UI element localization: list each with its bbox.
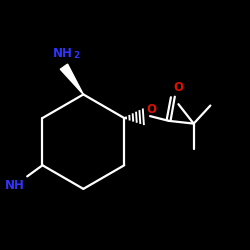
Text: NH: NH <box>5 178 25 192</box>
Text: 2: 2 <box>73 51 80 60</box>
Text: O: O <box>146 102 156 116</box>
Text: NH: NH <box>52 47 72 60</box>
Polygon shape <box>60 64 83 94</box>
Text: O: O <box>174 82 184 94</box>
